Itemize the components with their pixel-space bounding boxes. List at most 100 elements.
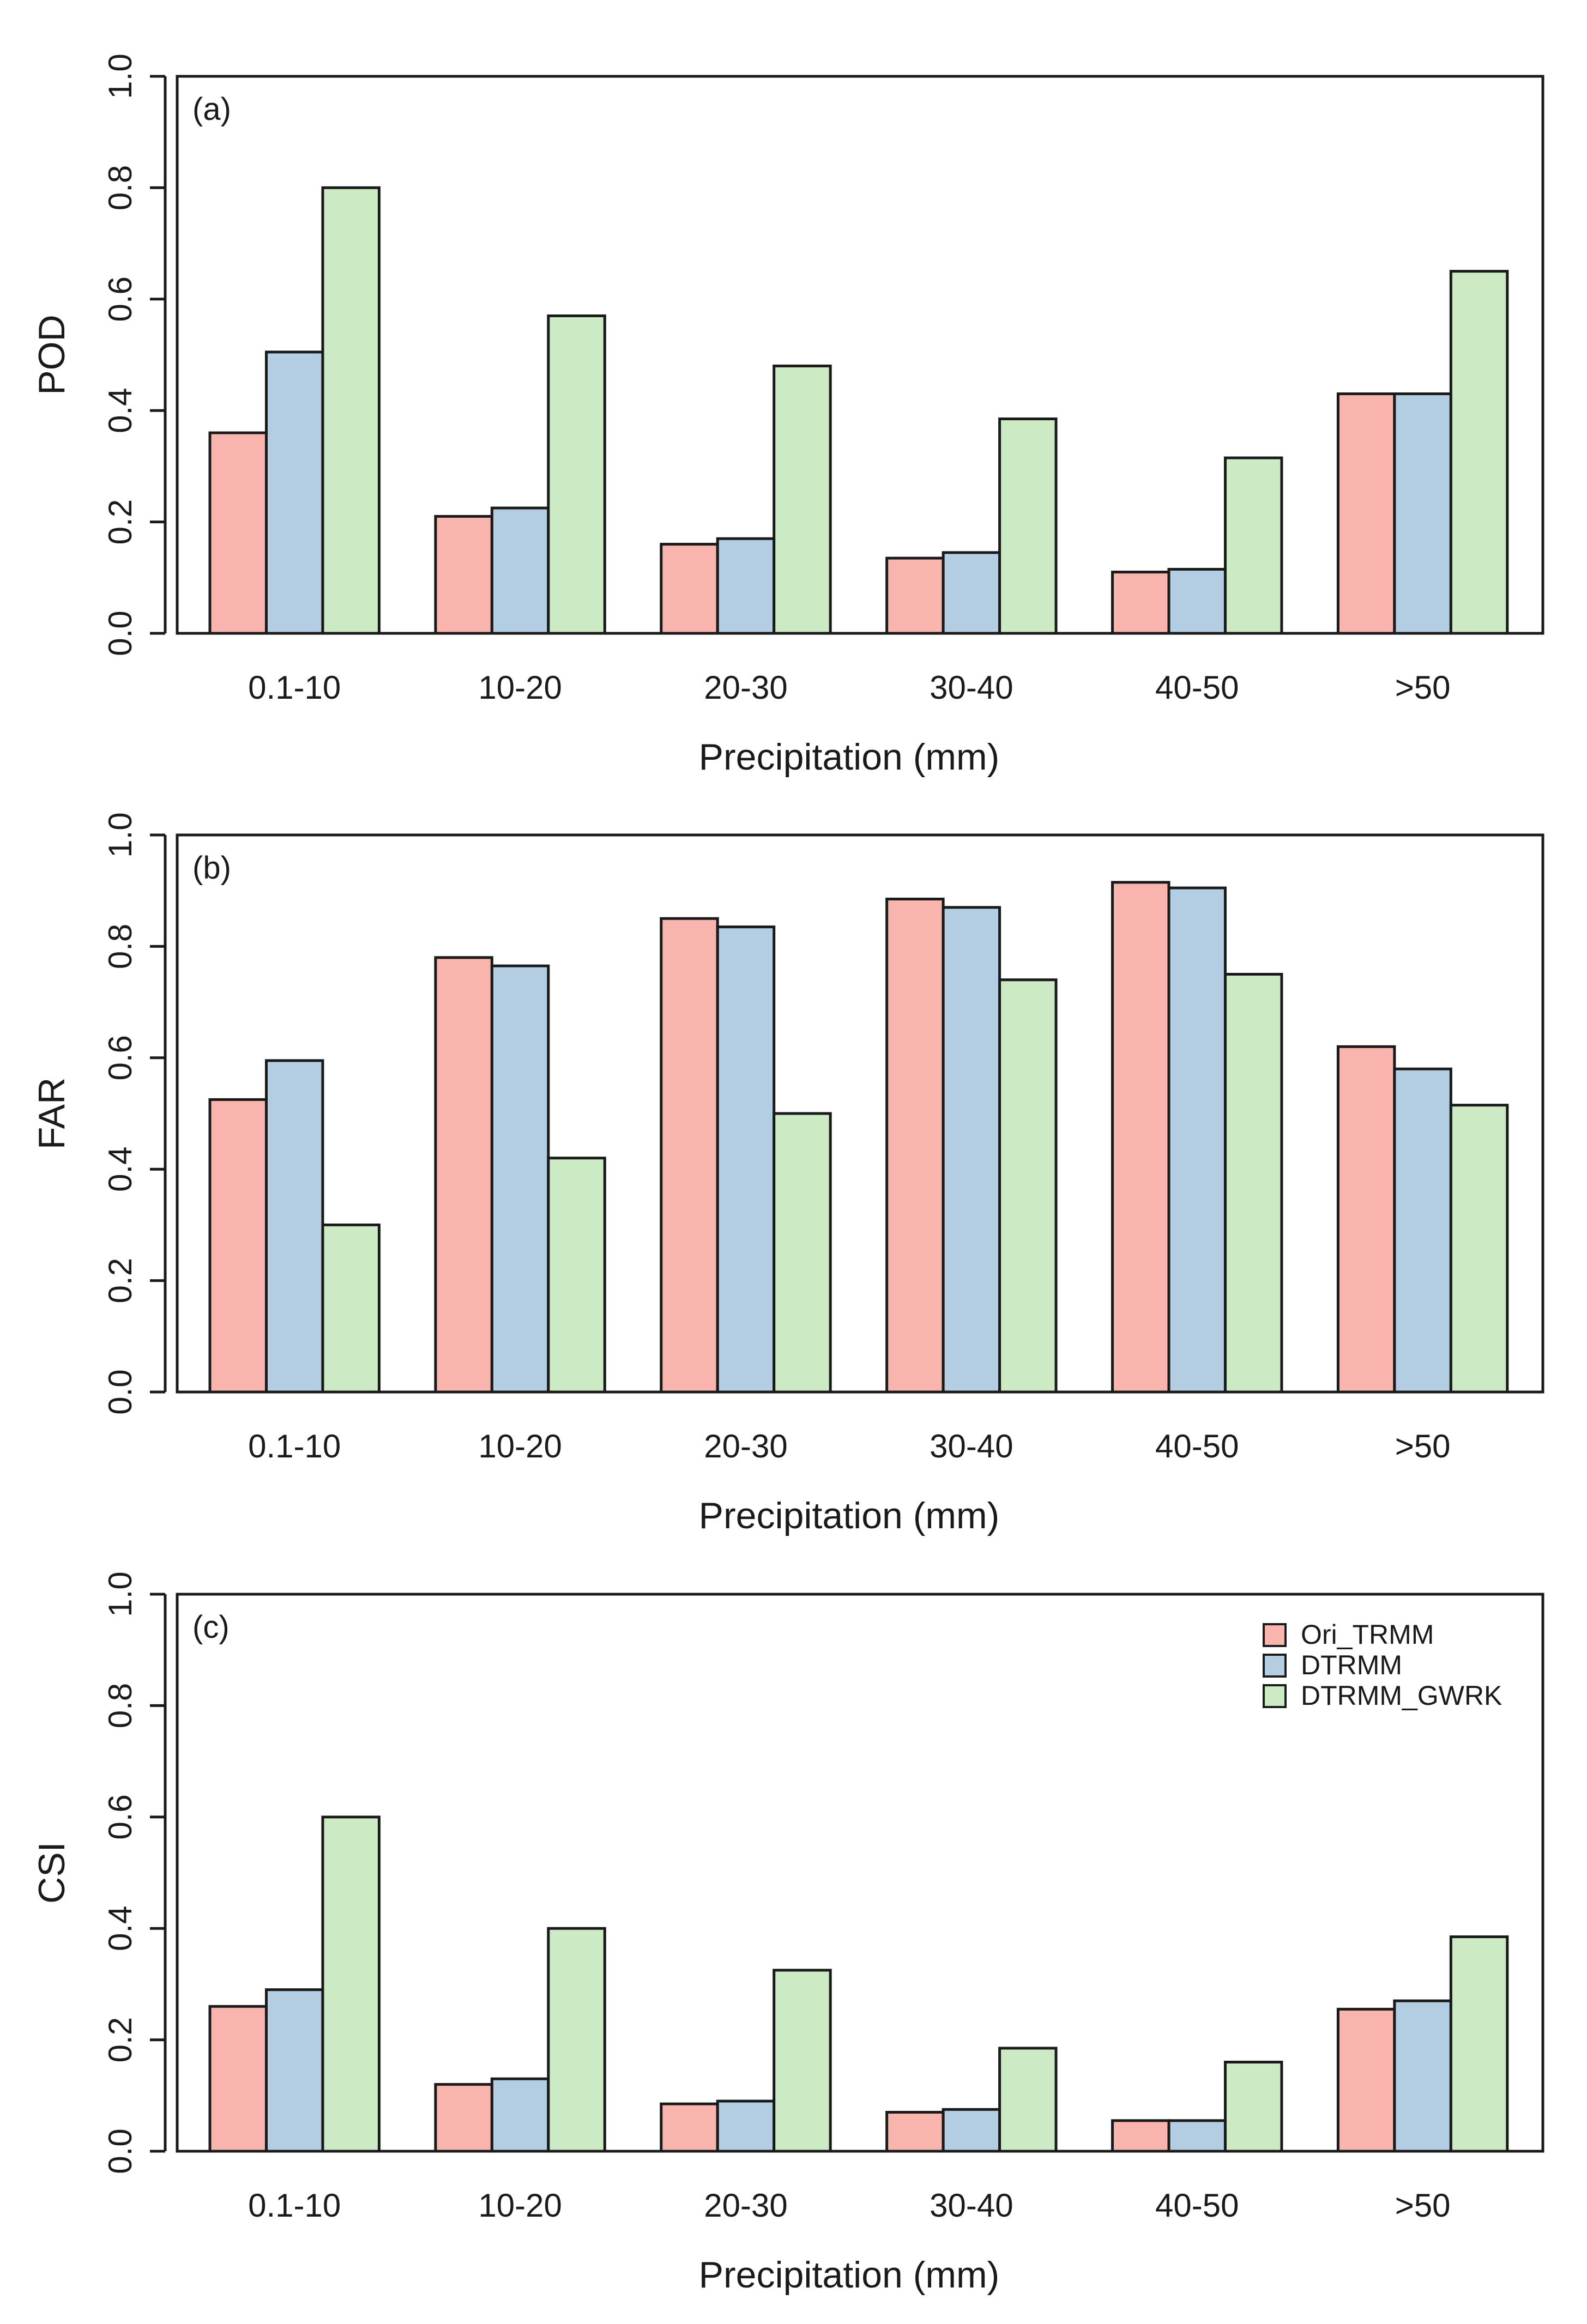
bar-dtrmm-2 xyxy=(716,925,776,1394)
bar-dtrmm-3 xyxy=(942,2108,1001,2153)
y-tick-label: 0.0 xyxy=(102,2128,138,2174)
x-tick-label: 30-40 xyxy=(930,1428,1013,1464)
bar-ori-trmm-5 xyxy=(1336,392,1396,635)
bar-ori-trmm-4 xyxy=(1111,2119,1170,2153)
chart-panel-3: 0.1-10 10-20 20-30 30-40 40-50 >50 0.0 0.2 0.4 0.… xyxy=(31,1571,1544,2296)
x-tick-label: >50 xyxy=(1395,2187,1451,2224)
x-tick-label: 10-20 xyxy=(478,669,562,706)
chart-panel-2: 0.1-10 10-20 20-30 30-40 40-50 >50 0.0 0.2 0.4 0.… xyxy=(31,812,1544,1536)
bar-dtrmm-gwrk-4 xyxy=(1223,2060,1283,2153)
legend-swatch-ori-trmm xyxy=(1263,1623,1287,1647)
bar-dtrmm-0 xyxy=(264,1988,324,2153)
x-tick-label: 0.1-10 xyxy=(248,2187,341,2224)
panel-label: (b) xyxy=(192,850,231,886)
x-tick-label: 40-50 xyxy=(1155,2187,1239,2224)
bar-ori-trmm-0 xyxy=(208,431,268,635)
bar-dtrmm-0 xyxy=(264,1059,324,1394)
bar-dtrmm-2 xyxy=(716,537,776,635)
y-tick-label: 0.4 xyxy=(102,388,138,433)
bar-dtrmm-3 xyxy=(942,906,1001,1394)
x-tick-label: 10-20 xyxy=(478,2187,562,2224)
bar-dtrmm-1 xyxy=(490,506,550,635)
y-tick-label: 0.2 xyxy=(102,1258,138,1303)
x-tick-label: >50 xyxy=(1395,669,1451,706)
bar-dtrmm-gwrk-1 xyxy=(547,314,606,635)
x-tick-label: 40-50 xyxy=(1155,669,1239,706)
bar-dtrmm-1 xyxy=(490,2077,550,2153)
bar-ori-trmm-2 xyxy=(660,2102,719,2153)
x-tick-label: 10-20 xyxy=(478,1428,562,1464)
bar-dtrmm-3 xyxy=(942,551,1001,635)
bar-dtrmm-gwrk-5 xyxy=(1449,1104,1509,1394)
panel-label: (a) xyxy=(192,92,231,127)
bar-dtrmm-gwrk-4 xyxy=(1223,456,1283,635)
bar-dtrmm-gwrk-5 xyxy=(1449,270,1509,635)
bar-dtrmm-gwrk-3 xyxy=(998,417,1058,635)
y-tick-label: 0.6 xyxy=(102,1035,138,1080)
y-tick-label: 0.0 xyxy=(102,1369,138,1414)
bar-ori-trmm-4 xyxy=(1111,571,1170,635)
plot-frame xyxy=(176,1593,1544,2153)
y-tick-label: 0.4 xyxy=(102,1905,138,1951)
y-tick-label: 0.8 xyxy=(102,1683,138,1728)
bar-dtrmm-0 xyxy=(264,350,324,635)
bar-dtrmm-5 xyxy=(1393,1999,1452,2153)
x-tick-label: 40-50 xyxy=(1155,1428,1239,1464)
x-tick-label: 30-40 xyxy=(930,669,1013,706)
bar-dtrmm-gwrk-1 xyxy=(547,1927,606,2153)
x-tick-label: 20-30 xyxy=(704,1428,787,1464)
bar-dtrmm-gwrk-4 xyxy=(1223,973,1283,1394)
bar-dtrmm-gwrk-5 xyxy=(1449,1935,1509,2153)
plot-frame xyxy=(176,833,1544,1394)
bar-dtrmm-gwrk-3 xyxy=(998,978,1058,1394)
bar-ori-trmm-1 xyxy=(434,515,493,635)
y-axis-title: POD xyxy=(31,314,73,395)
bar-dtrmm-5 xyxy=(1393,1067,1452,1394)
bar-dtrmm-gwrk-1 xyxy=(547,1157,606,1394)
y-tick-label: 1.0 xyxy=(102,812,138,857)
y-tick-label: 1.0 xyxy=(102,1571,138,1617)
bar-ori-trmm-0 xyxy=(208,1098,268,1394)
bar-dtrmm-gwrk-0 xyxy=(321,1815,381,2153)
bar-ori-trmm-1 xyxy=(434,2083,493,2153)
y-axis-title: CSI xyxy=(31,1842,73,1903)
bar-dtrmm-1 xyxy=(490,964,550,1394)
bar-dtrmm-4 xyxy=(1167,886,1227,1394)
y-tick-label: 0.8 xyxy=(102,924,138,969)
plot-frame xyxy=(176,75,1544,635)
bar-dtrmm-gwrk-2 xyxy=(773,364,832,635)
x-tick-label: 20-30 xyxy=(704,669,787,706)
panel-label: (c) xyxy=(192,1609,230,1645)
bar-ori-trmm-5 xyxy=(1336,2007,1396,2153)
bar-dtrmm-gwrk-0 xyxy=(321,1223,381,1394)
x-axis-title: Precipitation (mm) xyxy=(699,736,1000,778)
x-axis-title: Precipitation (mm) xyxy=(699,1495,1000,1536)
bar-dtrmm-2 xyxy=(716,2099,776,2153)
bar-ori-trmm-3 xyxy=(885,898,945,1394)
legend-label: DTRMM xyxy=(1301,1650,1402,1680)
y-tick-label: 0.8 xyxy=(102,165,138,210)
chart-panel-1: 0.1-10 10-20 20-30 30-40 40-50 >50 0.0 0.2 0.4 0.… xyxy=(31,53,1544,778)
y-axis-title: FAR xyxy=(31,1078,73,1149)
bar-dtrmm-gwrk-0 xyxy=(321,186,381,635)
x-tick-label: 0.1-10 xyxy=(248,669,341,706)
bar-ori-trmm-3 xyxy=(885,556,945,635)
y-tick-label: 0.0 xyxy=(102,610,138,656)
bar-ori-trmm-2 xyxy=(660,542,719,635)
bar-ori-trmm-1 xyxy=(434,956,493,1394)
bar-ori-trmm-2 xyxy=(660,917,719,1394)
legend-label: Ori_TRMM xyxy=(1301,1619,1434,1650)
y-tick-label: 0.6 xyxy=(102,276,138,322)
legend-swatch-dtrmm-gwrk xyxy=(1263,1684,1287,1708)
bar-dtrmm-gwrk-2 xyxy=(773,1969,832,2153)
y-tick-label: 0.6 xyxy=(102,1794,138,1839)
x-tick-label: 30-40 xyxy=(930,2187,1013,2224)
y-tick-label: 0.2 xyxy=(102,2017,138,2062)
y-tick-label: 1.0 xyxy=(102,53,138,99)
bar-dtrmm-4 xyxy=(1167,567,1227,635)
x-axis-title: Precipitation (mm) xyxy=(699,2254,1000,2296)
bar-ori-trmm-4 xyxy=(1111,881,1170,1394)
bar-dtrmm-4 xyxy=(1167,2119,1227,2153)
